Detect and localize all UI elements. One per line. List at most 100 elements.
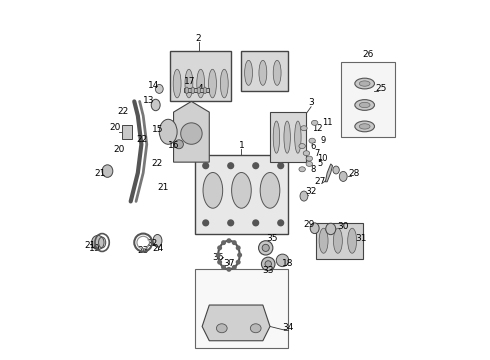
Ellipse shape bbox=[359, 124, 370, 129]
Text: 33: 33 bbox=[263, 266, 274, 275]
Circle shape bbox=[228, 163, 234, 168]
Text: 24: 24 bbox=[152, 244, 164, 253]
Ellipse shape bbox=[155, 85, 163, 93]
Circle shape bbox=[236, 260, 240, 264]
Text: 8: 8 bbox=[310, 165, 316, 174]
Circle shape bbox=[203, 163, 209, 168]
Ellipse shape bbox=[309, 138, 316, 143]
Circle shape bbox=[218, 246, 221, 249]
Text: 23: 23 bbox=[138, 246, 149, 255]
Text: 13: 13 bbox=[143, 96, 154, 105]
Circle shape bbox=[253, 220, 259, 226]
Circle shape bbox=[222, 266, 225, 269]
Circle shape bbox=[232, 241, 236, 244]
Bar bbox=[170, 51, 231, 102]
Ellipse shape bbox=[276, 254, 289, 267]
Ellipse shape bbox=[173, 69, 181, 98]
Ellipse shape bbox=[294, 121, 301, 153]
Bar bbox=[122, 125, 132, 139]
Circle shape bbox=[228, 220, 234, 226]
Text: 35: 35 bbox=[266, 234, 277, 243]
Ellipse shape bbox=[333, 228, 343, 253]
Ellipse shape bbox=[245, 60, 252, 85]
Circle shape bbox=[238, 253, 242, 257]
Ellipse shape bbox=[359, 81, 370, 86]
Ellipse shape bbox=[273, 121, 280, 153]
Ellipse shape bbox=[301, 126, 307, 131]
Ellipse shape bbox=[220, 69, 228, 98]
Polygon shape bbox=[202, 305, 270, 341]
Ellipse shape bbox=[326, 223, 336, 235]
Circle shape bbox=[218, 260, 221, 264]
Text: 25: 25 bbox=[375, 84, 387, 93]
Polygon shape bbox=[325, 164, 333, 182]
Ellipse shape bbox=[185, 87, 189, 94]
Ellipse shape bbox=[312, 120, 318, 125]
Ellipse shape bbox=[203, 87, 207, 94]
Ellipse shape bbox=[319, 228, 328, 253]
Ellipse shape bbox=[299, 167, 305, 172]
Text: 37: 37 bbox=[223, 259, 235, 268]
Text: 21: 21 bbox=[157, 183, 169, 192]
Bar bbox=[270, 112, 306, 162]
Ellipse shape bbox=[102, 165, 113, 177]
Text: 22: 22 bbox=[147, 239, 158, 248]
Text: 2: 2 bbox=[196, 34, 201, 43]
Circle shape bbox=[253, 163, 259, 168]
Ellipse shape bbox=[191, 87, 195, 94]
Text: 16: 16 bbox=[168, 141, 179, 150]
Text: 30: 30 bbox=[338, 222, 349, 231]
Text: 15: 15 bbox=[152, 125, 163, 134]
Text: 17: 17 bbox=[184, 77, 196, 86]
Bar bbox=[195, 155, 288, 234]
Ellipse shape bbox=[250, 324, 261, 333]
Text: 34: 34 bbox=[282, 323, 294, 332]
Ellipse shape bbox=[306, 156, 313, 161]
Ellipse shape bbox=[355, 121, 374, 132]
Text: 20: 20 bbox=[114, 145, 125, 154]
Circle shape bbox=[236, 246, 240, 249]
Circle shape bbox=[278, 163, 284, 168]
Text: 5: 5 bbox=[317, 159, 322, 168]
Text: 21: 21 bbox=[84, 241, 95, 250]
Text: 22: 22 bbox=[137, 135, 148, 144]
Text: 6: 6 bbox=[310, 141, 316, 150]
Polygon shape bbox=[173, 102, 209, 162]
Ellipse shape bbox=[217, 324, 227, 333]
Ellipse shape bbox=[185, 69, 193, 98]
Ellipse shape bbox=[203, 172, 222, 208]
Ellipse shape bbox=[359, 102, 370, 108]
Text: 12: 12 bbox=[312, 124, 322, 133]
Ellipse shape bbox=[174, 140, 183, 149]
Circle shape bbox=[203, 220, 209, 226]
Ellipse shape bbox=[333, 166, 339, 174]
Bar bbox=[342, 62, 395, 137]
Text: 21: 21 bbox=[95, 170, 106, 179]
Ellipse shape bbox=[259, 60, 267, 85]
Text: 19: 19 bbox=[89, 244, 100, 253]
Circle shape bbox=[217, 253, 220, 257]
Text: 31: 31 bbox=[355, 234, 367, 243]
Bar bbox=[184, 88, 209, 93]
Bar bbox=[195, 269, 288, 348]
Circle shape bbox=[232, 266, 236, 269]
Text: 29: 29 bbox=[303, 220, 314, 229]
Ellipse shape bbox=[259, 241, 273, 255]
Ellipse shape bbox=[197, 69, 205, 98]
Ellipse shape bbox=[284, 121, 291, 153]
Ellipse shape bbox=[92, 235, 104, 249]
Circle shape bbox=[222, 241, 225, 244]
Text: 36: 36 bbox=[213, 253, 224, 262]
Text: 22: 22 bbox=[117, 107, 128, 116]
Text: 20: 20 bbox=[109, 123, 121, 132]
Text: 1: 1 bbox=[239, 141, 245, 150]
Ellipse shape bbox=[310, 223, 319, 234]
Text: 3: 3 bbox=[308, 98, 314, 107]
Ellipse shape bbox=[355, 78, 374, 89]
Text: 32: 32 bbox=[305, 187, 317, 196]
Bar bbox=[317, 223, 363, 258]
Ellipse shape bbox=[262, 244, 270, 251]
Text: 10: 10 bbox=[317, 154, 328, 163]
Ellipse shape bbox=[181, 123, 202, 144]
Ellipse shape bbox=[273, 60, 281, 85]
